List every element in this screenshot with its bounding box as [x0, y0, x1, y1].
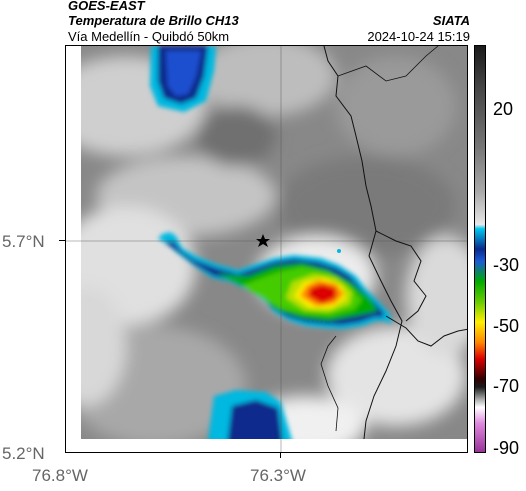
lon-tickmark: [280, 453, 281, 458]
timestamp: 2024-10-24 15:19: [367, 29, 470, 44]
cold-cloud-top: [150, 46, 216, 112]
river-line: [320, 335, 339, 432]
municipal-border: [375, 230, 427, 322]
colorbar-tick-20: 20: [493, 99, 514, 119]
no-data-strip-left: [66, 46, 81, 452]
region-label: Vía Medellín - Quibdó 50km: [68, 29, 230, 44]
lat-tick-5.7: 5.7°N: [2, 232, 45, 251]
location-star-icon[interactable]: [256, 234, 270, 247]
lat-tickmark: [59, 240, 65, 241]
colorbar-tick-minus70: -70: [493, 376, 520, 396]
colorbar-gradient: [475, 46, 485, 452]
product-title: Temperatura de Brillo CH13: [68, 13, 239, 28]
lon-tick-76.3: 76.3°W: [250, 466, 306, 485]
small-cold-cell: [337, 249, 341, 253]
map-svg: [66, 46, 467, 452]
satellite-name: GOES-EAST: [68, 0, 145, 13]
agency-label: SIATA: [432, 13, 470, 28]
department-border-east: [385, 315, 467, 347]
no-data-strip: [66, 439, 467, 452]
border-north: [337, 46, 439, 82]
satellite-map[interactable]: [65, 45, 468, 453]
convective-storm: [158, 232, 392, 329]
colorbar-tick-minus50: -50: [493, 316, 520, 336]
lon-tick-76.8: 76.8°W: [32, 466, 88, 485]
colorbar-tick-minus30: -30: [493, 255, 520, 275]
colorbar-tick-minus90: -90: [493, 438, 520, 458]
lat-tick-5.2: 5.2°N: [2, 444, 45, 463]
colorbar: [474, 45, 486, 453]
